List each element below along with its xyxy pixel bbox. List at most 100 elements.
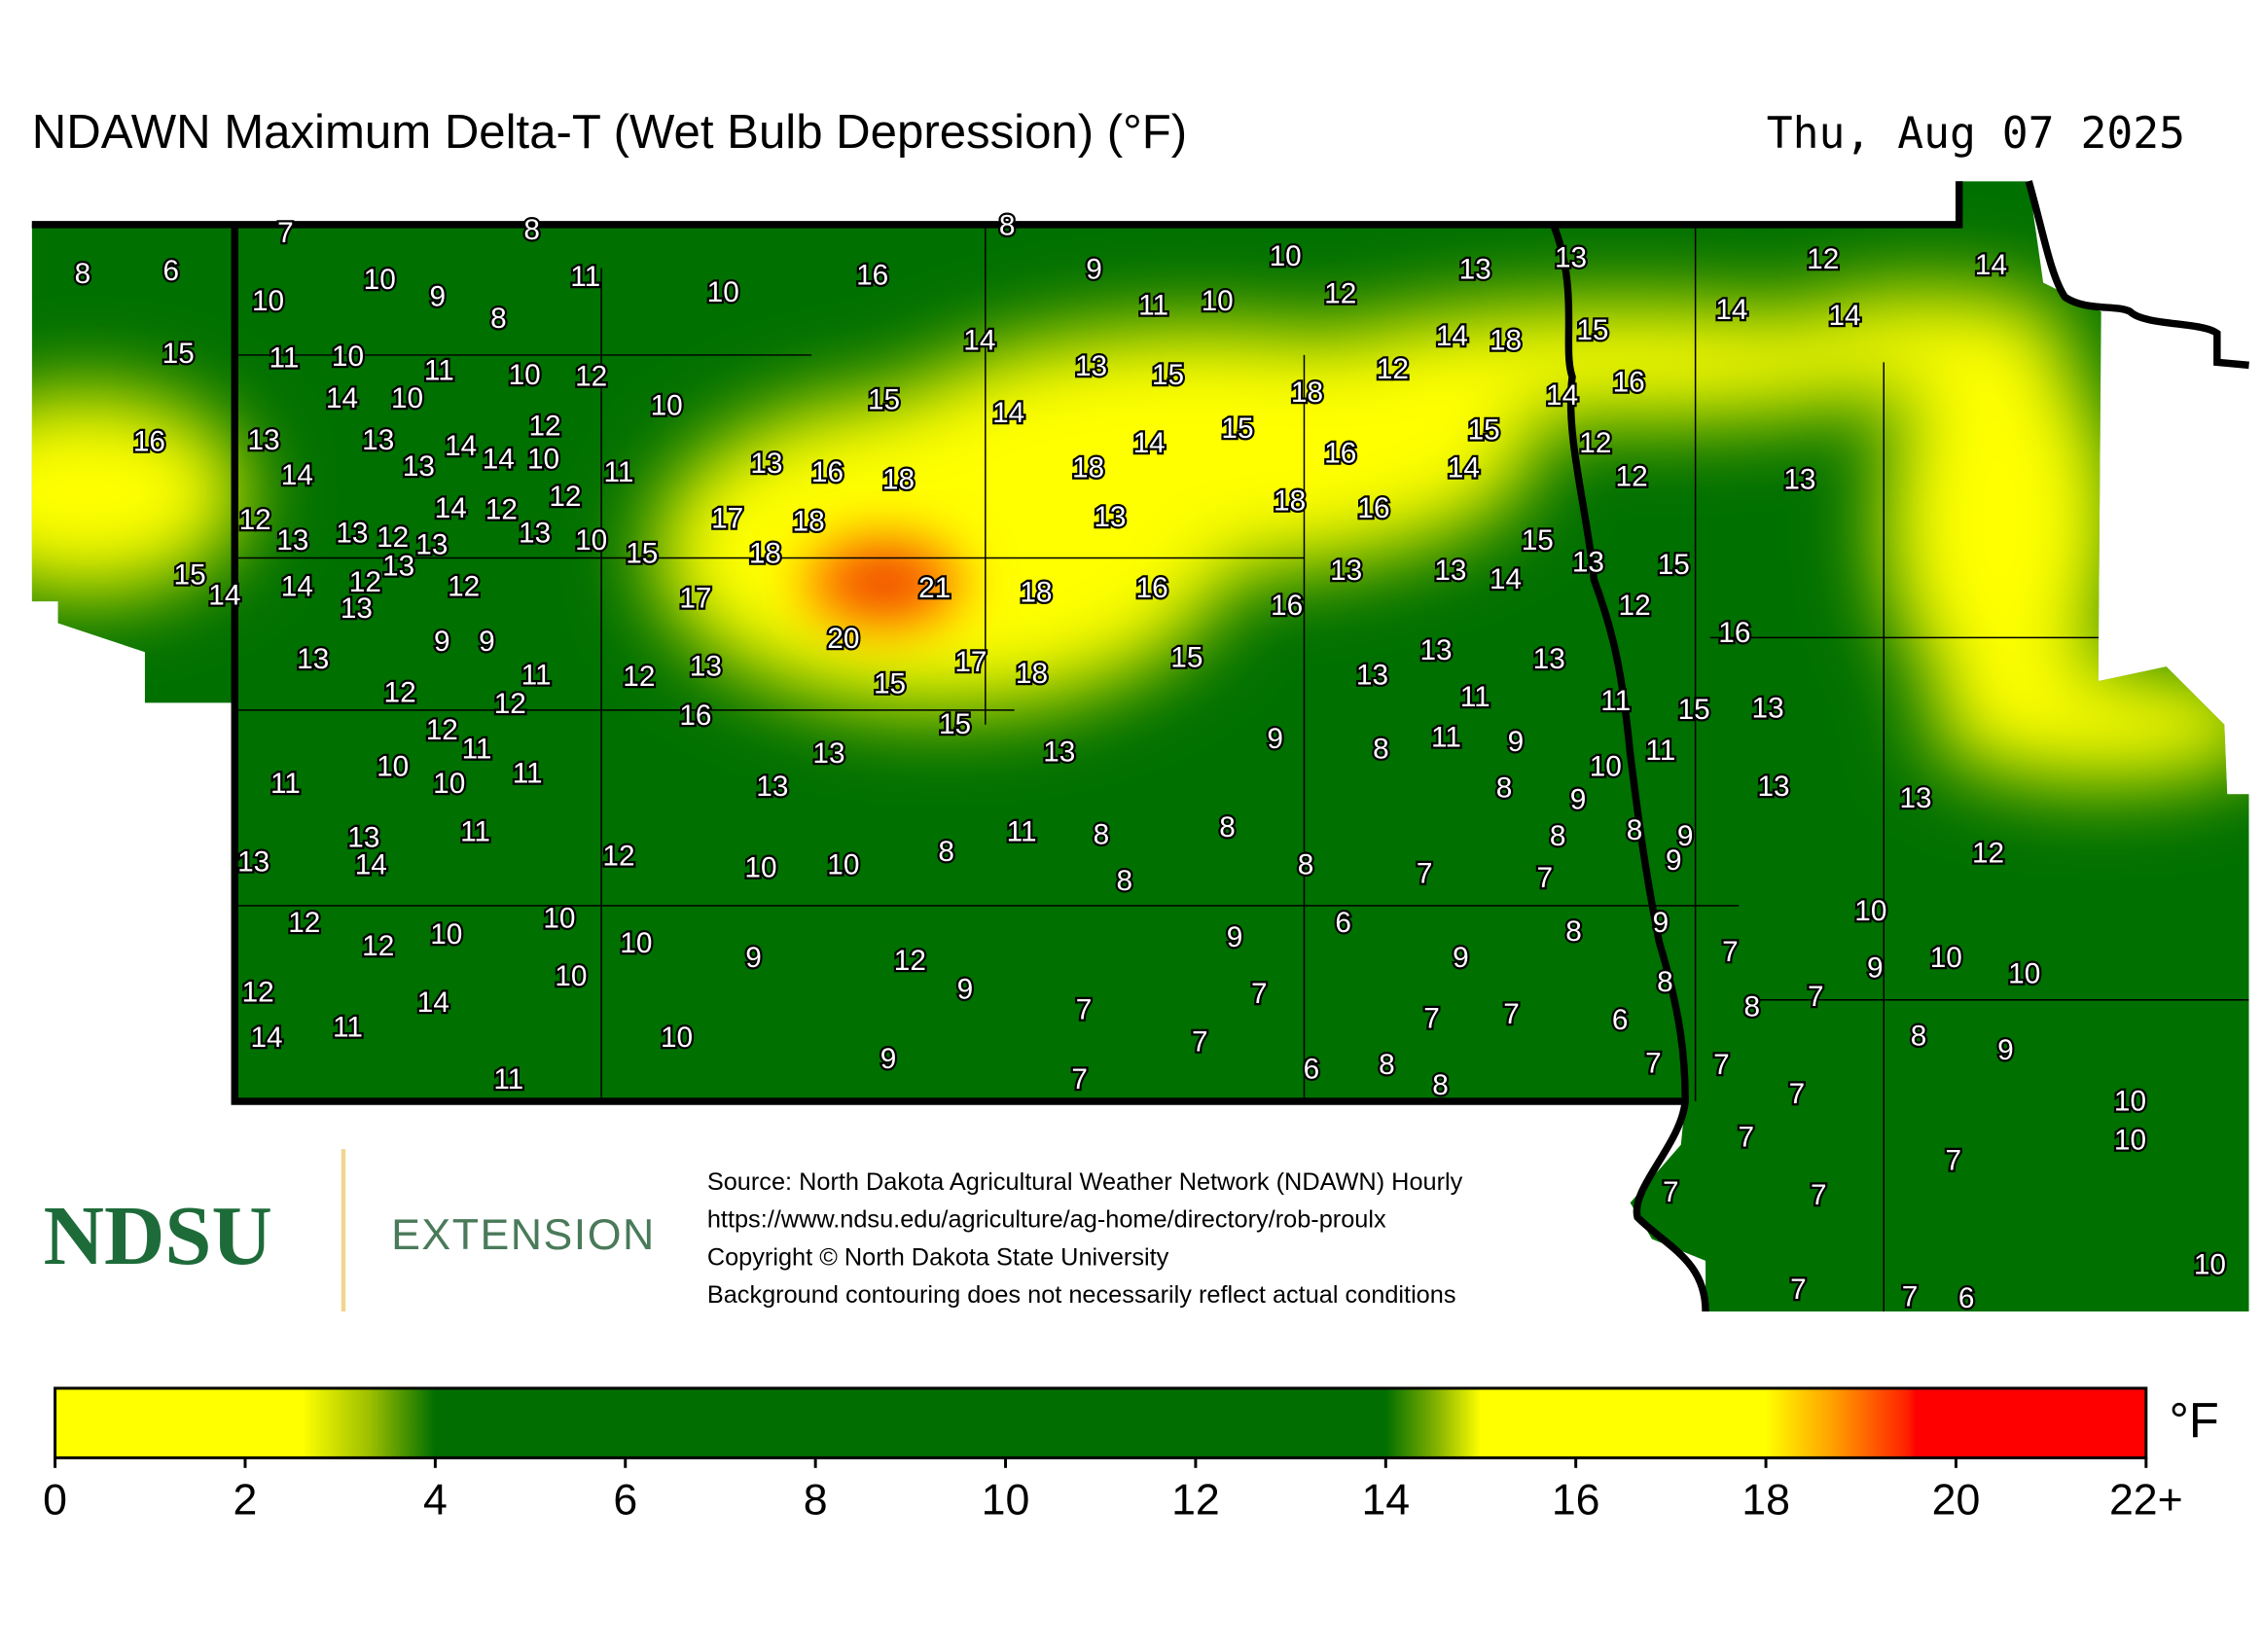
station-value: 13 (347, 821, 379, 853)
station-value: 13 (1555, 241, 1587, 273)
station-value: 10 (1590, 750, 1622, 782)
station-value: 11 (1600, 685, 1631, 717)
station-value: 7 (1663, 1176, 1679, 1208)
station-value: 14 (1546, 379, 1578, 412)
station-value: 13 (415, 528, 448, 560)
station-value: 6 (1612, 1004, 1629, 1036)
station-value: 7 (1945, 1144, 1961, 1176)
station-value: 16 (1136, 572, 1168, 604)
date: Thu, Aug 07 2025 (1767, 108, 2185, 159)
station-value: 7 (277, 217, 294, 249)
station-value: 13 (1356, 659, 1388, 691)
station-value: 12 (549, 481, 581, 513)
station-value: 7 (1811, 1179, 1827, 1211)
station-value: 12 (602, 841, 634, 873)
station-value: 6 (1958, 1282, 1975, 1314)
station-value: 15 (174, 559, 206, 592)
station-value: 14 (251, 1022, 283, 1054)
station-value: 16 (679, 700, 711, 732)
station-value: 11 (269, 341, 299, 374)
station-value: 7 (1192, 1025, 1208, 1058)
station-value: 8 (938, 836, 954, 868)
colorbar-tick-label: 2 (233, 1476, 258, 1524)
station-value: 12 (575, 361, 607, 393)
colorbar-unit: °F (2170, 1393, 2219, 1449)
station-value: 10 (1930, 942, 1962, 974)
station-value: 13 (519, 517, 551, 549)
station-value: 13 (1752, 693, 1784, 725)
state-borders (31, 180, 2249, 1312)
station-value: 6 (162, 255, 179, 287)
source-notes: Source: North Dakota Agricultural Weathe… (707, 1168, 1463, 1309)
station-value: 14 (1448, 451, 1480, 484)
station-value: 14 (445, 430, 477, 462)
station-value: 10 (433, 768, 465, 800)
station-value: 8 (1117, 865, 1133, 897)
source-line: Copyright © North Dakota State Universit… (707, 1243, 1169, 1271)
station-value: 10 (575, 524, 607, 557)
station-value: 8 (999, 210, 1016, 242)
station-value: 10 (1854, 895, 1886, 927)
station-value: 13 (690, 651, 722, 683)
station-value: 7 (1808, 981, 1824, 1013)
station-value: 14 (1715, 294, 1747, 326)
colorbar-tick-label: 4 (423, 1476, 448, 1524)
station-value: 13 (382, 551, 414, 583)
station-value: 18 (1016, 658, 1048, 690)
station-value: 13 (1330, 555, 1362, 587)
station-value: 18 (749, 537, 781, 569)
colorbar-tick-label: 22+ (2109, 1476, 2183, 1524)
station-value: 12 (485, 494, 518, 526)
station-value: 15 (939, 708, 971, 740)
station-value: 20 (827, 623, 859, 655)
station-value: 9 (479, 626, 495, 658)
colorbar (54, 1386, 2148, 1459)
station-value: 15 (162, 338, 195, 370)
station-value: 10 (2114, 1125, 2146, 1157)
logo-unit: EXTENSION (391, 1211, 656, 1259)
station-value: 13 (1572, 546, 1604, 578)
colorbar-tick-label: 10 (982, 1476, 1030, 1524)
station-value: 13 (341, 593, 373, 625)
station-value: 12 (1619, 590, 1651, 622)
station-value: 16 (811, 456, 844, 488)
station-value: 12 (1972, 838, 2004, 870)
station-value: 11 (493, 1063, 523, 1095)
station-value: 7 (1645, 1048, 1662, 1080)
station-value: 8 (1094, 818, 1110, 850)
station-value: 15 (1170, 642, 1203, 674)
station-value: 11 (1645, 735, 1675, 767)
title: NDAWN Maximum Delta-T (Wet Bulb Depressi… (32, 106, 1187, 159)
station-value: 10 (827, 849, 859, 881)
colorbar-tick-label: 12 (1171, 1476, 1220, 1524)
station-value: 17 (711, 503, 743, 535)
station-value: 16 (1324, 438, 1356, 470)
station-value: 13 (1783, 463, 1815, 495)
station-value: 13 (1419, 634, 1452, 666)
station-value: 10 (391, 382, 423, 414)
station-value: 14 (963, 324, 995, 356)
station-value: 18 (1072, 451, 1104, 484)
station-value: 12 (894, 945, 926, 977)
station-value: 16 (1271, 590, 1303, 622)
station-value: 10 (332, 341, 364, 373)
station-value: 11 (513, 758, 543, 790)
station-value: 12 (362, 930, 394, 962)
station-value: 18 (793, 506, 825, 538)
station-value: 15 (874, 667, 906, 700)
station-value: 11 (521, 659, 552, 691)
station-value: 15 (1678, 694, 1710, 726)
source-line: https://www.ndsu.edu/agriculture/ag-home… (707, 1206, 1386, 1234)
station-value: 10 (2114, 1085, 2146, 1117)
station-value: 15 (1468, 414, 1500, 447)
station-value: 14 (483, 444, 515, 476)
station-value: 9 (434, 626, 450, 658)
station-value: 15 (1576, 314, 1608, 346)
station-value: 13 (237, 846, 269, 879)
colorbar-ticks: 0 2 4 6 8 10 12 14 16 18 20 22+ (43, 1457, 2183, 1524)
logo-name: NDSU (44, 1189, 272, 1282)
station-value: 10 (2008, 957, 2040, 989)
station-value: 12 (1579, 427, 1611, 459)
station-value: 9 (1867, 952, 1884, 984)
station-value: 13 (1533, 643, 1565, 675)
